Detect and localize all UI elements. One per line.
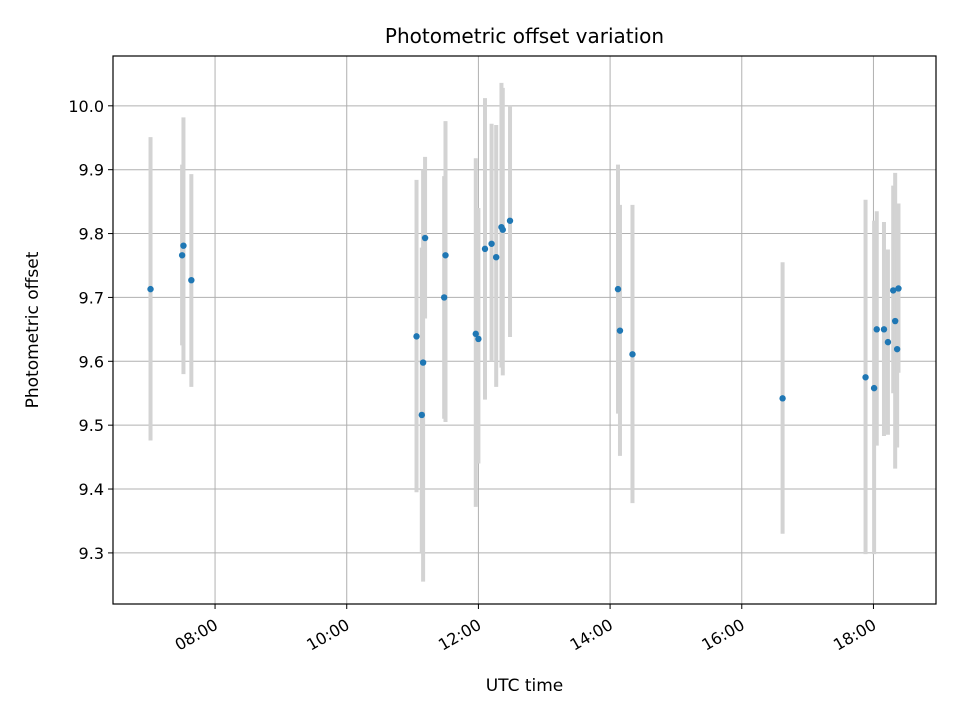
data-point bbox=[616, 327, 624, 334]
data-point bbox=[421, 234, 429, 242]
y-axis-label: Photometric offset bbox=[23, 251, 43, 408]
data-point bbox=[891, 317, 899, 325]
data-point bbox=[614, 285, 622, 293]
data-point bbox=[893, 345, 901, 353]
data-point bbox=[442, 252, 449, 259]
data-point bbox=[873, 326, 880, 333]
data-point bbox=[481, 245, 489, 253]
data-point bbox=[870, 384, 878, 392]
data-point bbox=[629, 351, 636, 358]
y-tick-label: 9.7 bbox=[79, 288, 104, 307]
y-tick-label: 9.8 bbox=[79, 225, 104, 244]
data-point bbox=[890, 287, 897, 294]
data-point bbox=[440, 294, 448, 301]
data-point bbox=[488, 240, 495, 247]
data-point bbox=[472, 330, 479, 338]
data-point bbox=[492, 253, 500, 261]
plot-area-frame bbox=[112, 55, 937, 605]
data-point bbox=[884, 338, 892, 346]
data-point bbox=[180, 242, 187, 249]
data-points bbox=[147, 217, 902, 419]
y-tick-label: 9.5 bbox=[79, 416, 104, 435]
y-tick-label: 9.6 bbox=[79, 352, 104, 371]
data-point bbox=[862, 374, 869, 381]
y-tick-label: 9.3 bbox=[79, 544, 104, 563]
x-axis-label: UTC time bbox=[486, 676, 564, 696]
data-point bbox=[880, 326, 888, 333]
data-point bbox=[499, 226, 506, 233]
data-point bbox=[178, 252, 186, 259]
y-tick-label: 9.4 bbox=[79, 480, 104, 499]
data-point bbox=[779, 395, 786, 402]
data-point bbox=[188, 276, 195, 284]
data-point bbox=[895, 285, 902, 292]
data-point bbox=[419, 359, 427, 366]
y-axis: 9.3 9.4 9.5 9.6 9.7 9.8 9.9 10.0 bbox=[68, 97, 113, 563]
data-point bbox=[147, 285, 154, 293]
data-point bbox=[418, 411, 425, 419]
data-point bbox=[413, 333, 420, 340]
y-tick-label: 9.9 bbox=[79, 161, 104, 180]
y-tick-label: 10.0 bbox=[68, 97, 104, 116]
data-point bbox=[506, 217, 514, 224]
chart-title: Photometric offset variation bbox=[385, 24, 664, 48]
data-point bbox=[475, 335, 482, 343]
